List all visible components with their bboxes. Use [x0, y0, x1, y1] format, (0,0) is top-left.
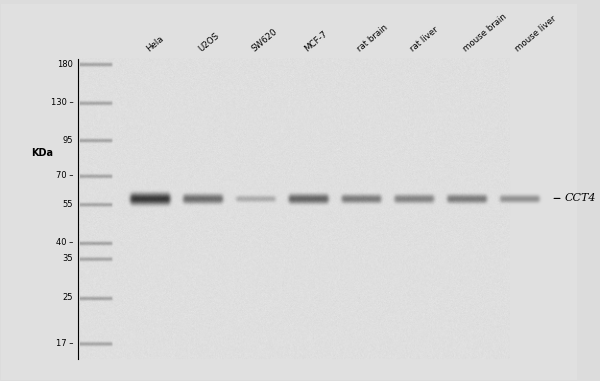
- Text: 180: 180: [58, 60, 73, 69]
- Text: 70 –: 70 –: [56, 171, 73, 180]
- Text: 25: 25: [63, 293, 73, 303]
- Text: mouse brain: mouse brain: [461, 12, 508, 54]
- Text: 95: 95: [63, 136, 73, 145]
- Text: Hela: Hela: [145, 34, 165, 54]
- Text: 40 –: 40 –: [56, 238, 73, 247]
- Text: 130 –: 130 –: [50, 98, 73, 107]
- Text: rat liver: rat liver: [408, 25, 440, 54]
- Text: CCT4: CCT4: [565, 194, 596, 203]
- Text: 55: 55: [63, 200, 73, 209]
- Text: KDa: KDa: [31, 148, 53, 158]
- Text: 35: 35: [63, 254, 73, 263]
- Text: SW620: SW620: [250, 27, 279, 54]
- Text: U2OS: U2OS: [197, 31, 221, 54]
- Text: MCF-7: MCF-7: [302, 29, 329, 54]
- Text: mouse liver: mouse liver: [514, 14, 558, 54]
- Text: rat brain: rat brain: [355, 23, 389, 54]
- Text: 17 –: 17 –: [56, 339, 73, 348]
